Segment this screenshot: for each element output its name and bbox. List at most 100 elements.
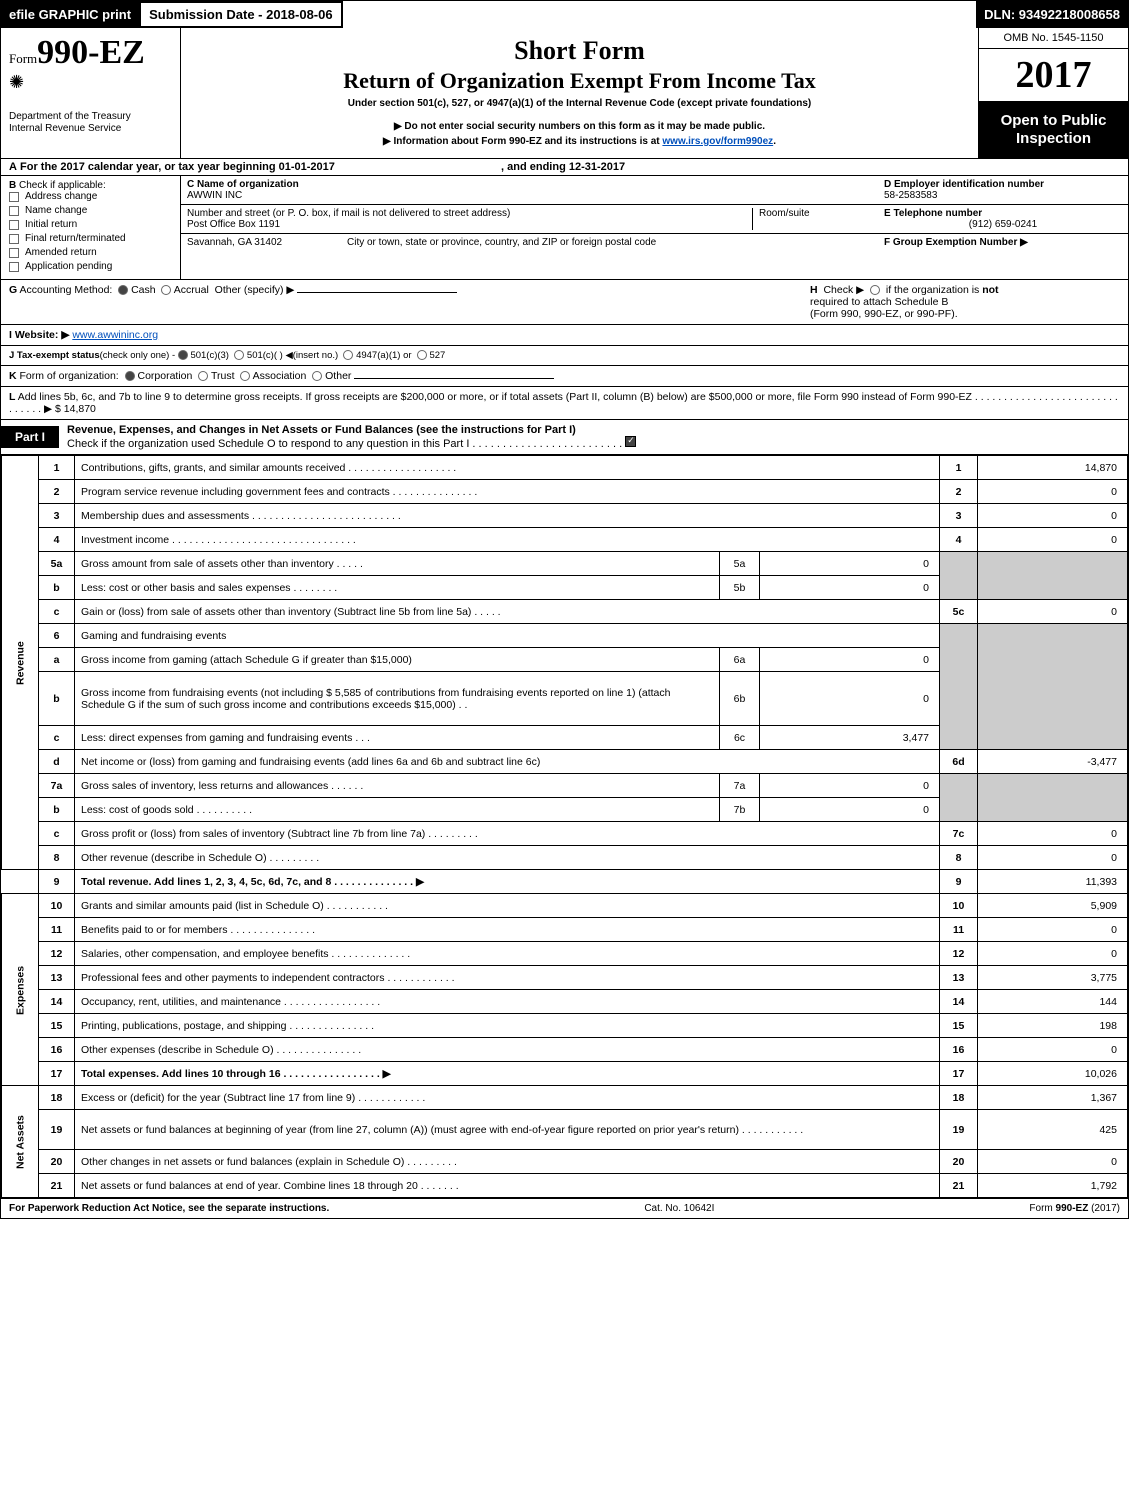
- row-num: 16: [39, 1038, 75, 1062]
- row-desc: Professional fees and other payments to …: [75, 966, 940, 990]
- title-area: Short Form Return of Organization Exempt…: [181, 28, 978, 158]
- dln-badge: DLN: 93492218008658: [976, 1, 1128, 28]
- row-val: 0: [978, 822, 1128, 846]
- submission-date: Submission Date - 2018-08-06: [139, 1, 343, 28]
- line-a: A For the 2017 calendar year, or tax yea…: [1, 159, 1128, 176]
- label-j: J Tax-exempt status: [9, 350, 100, 361]
- row-val: 10,026: [978, 1062, 1128, 1086]
- row-line: 2: [940, 480, 978, 504]
- radio-trust[interactable]: [198, 371, 208, 381]
- label-h: H: [810, 284, 818, 296]
- radio-h[interactable]: [870, 285, 880, 295]
- row-num: 3: [39, 504, 75, 528]
- inner-line: 5b: [720, 576, 760, 600]
- row-val: 5,909: [978, 894, 1128, 918]
- chk-address-change[interactable]: [9, 192, 19, 202]
- row-desc: Net assets or fund balances at end of ye…: [75, 1174, 940, 1198]
- part-1-table: Revenue 1 Contributions, gifts, grants, …: [1, 455, 1128, 1198]
- inner-val: 0: [760, 576, 940, 600]
- shade-cell: [940, 774, 978, 822]
- radio-501c3[interactable]: [178, 350, 188, 360]
- city-value: Savannah, GA 31402: [187, 237, 347, 248]
- row-line: 16: [940, 1038, 978, 1062]
- row-num: 6: [39, 624, 75, 648]
- row-num: a: [39, 648, 75, 672]
- row-num: 4: [39, 528, 75, 552]
- line-j: J Tax-exempt status(check only one) - 50…: [1, 346, 1128, 366]
- header: Form990-EZ ✺ Department of the Treasury …: [1, 28, 1128, 159]
- chk-initial-return[interactable]: [9, 220, 19, 230]
- row-num: 2: [39, 480, 75, 504]
- part-1-checkbox[interactable]: [625, 436, 636, 447]
- box-e-label: E Telephone number: [884, 208, 982, 219]
- note-info-prefix: ▶ Information about Form 990-EZ and its …: [383, 136, 662, 147]
- opt-k-0: Corporation: [138, 370, 193, 382]
- row-line: 18: [940, 1086, 978, 1110]
- line-gh: G Accounting Method: Cash Accrual Other …: [1, 280, 1128, 325]
- sidebar-expenses: Expenses: [2, 894, 39, 1086]
- line-j-text: (check only one) -: [100, 350, 178, 361]
- radio-other-org[interactable]: [312, 371, 322, 381]
- shade-cell: [940, 624, 978, 750]
- row-desc: Gaming and fundraising events: [75, 624, 940, 648]
- sidebar-netassets: Net Assets: [2, 1086, 39, 1198]
- radio-corp[interactable]: [125, 371, 135, 381]
- row-line: 11: [940, 918, 978, 942]
- chk-label-2: Initial return: [25, 219, 77, 230]
- row-desc: Other revenue (describe in Schedule O) .…: [75, 846, 940, 870]
- row-num: 17: [39, 1062, 75, 1086]
- top-bar: efile GRAPHIC print Submission Date - 20…: [1, 1, 1128, 28]
- radio-527[interactable]: [417, 350, 427, 360]
- form-number: 990-EZ: [37, 34, 145, 71]
- dept-line-1: Department of the Treasury: [9, 111, 172, 123]
- label-k: K: [9, 370, 17, 382]
- row-desc: Benefits paid to or for members . . . . …: [75, 918, 940, 942]
- inner-line: 6b: [720, 672, 760, 726]
- row-desc: Total revenue. Add lines 1, 2, 3, 4, 5c,…: [75, 870, 940, 894]
- radio-cash[interactable]: [118, 285, 128, 295]
- row-num: 1: [39, 456, 75, 480]
- line-h-not: not: [982, 284, 998, 296]
- row-num: 12: [39, 942, 75, 966]
- line-l: L Add lines 5b, 6c, and 7b to line 9 to …: [1, 387, 1128, 420]
- footer-right-b: 990-EZ: [1056, 1203, 1089, 1214]
- row-line: 20: [940, 1150, 978, 1174]
- row-desc: Gross income from fundraising events (no…: [75, 672, 720, 726]
- chk-name-change[interactable]: [9, 206, 19, 216]
- chk-amended-return[interactable]: [9, 248, 19, 258]
- row-desc: Gross income from gaming (attach Schedul…: [75, 648, 720, 672]
- room-label: Room/suite: [759, 208, 872, 219]
- row-val: 11,393: [978, 870, 1128, 894]
- row-line: 4: [940, 528, 978, 552]
- row-desc: Less: cost of goods sold . . . . . . . .…: [75, 798, 720, 822]
- radio-501c[interactable]: [234, 350, 244, 360]
- chk-application-pending[interactable]: [9, 262, 19, 272]
- footer-mid: Cat. No. 10642I: [644, 1203, 714, 1214]
- shade-cell: [978, 552, 1128, 600]
- row-line: 8: [940, 846, 978, 870]
- line-l-text: Add lines 5b, 6c, and 7b to line 9 to de…: [18, 391, 972, 403]
- row-desc: Net income or (loss) from gaming and fun…: [75, 750, 940, 774]
- row-val: 0: [978, 1150, 1128, 1174]
- info-link[interactable]: www.irs.gov/form990ez: [662, 136, 773, 147]
- radio-assoc[interactable]: [240, 371, 250, 381]
- radio-accrual[interactable]: [161, 285, 171, 295]
- row-line: 21: [940, 1174, 978, 1198]
- row-num: b: [39, 672, 75, 726]
- row-val: 0: [978, 480, 1128, 504]
- opt-other: Other (specify) ▶: [215, 284, 295, 296]
- row-val: 0: [978, 846, 1128, 870]
- website-link[interactable]: www.awwininc.org: [72, 329, 158, 341]
- label-i: I Website: ▶: [9, 329, 69, 341]
- row-desc-bold: Total revenue. Add lines 1, 2, 3, 4, 5c,…: [81, 876, 424, 888]
- row-line: 10: [940, 894, 978, 918]
- form-container: efile GRAPHIC print Submission Date - 20…: [0, 0, 1129, 1219]
- ein-value: 58-2583583: [884, 190, 937, 201]
- row-desc: Salaries, other compensation, and employ…: [75, 942, 940, 966]
- chk-final-return[interactable]: [9, 234, 19, 244]
- label-b: B: [9, 180, 16, 191]
- radio-4947[interactable]: [343, 350, 353, 360]
- footer-left: For Paperwork Reduction Act Notice, see …: [9, 1203, 329, 1214]
- chk-label-1: Name change: [25, 205, 87, 216]
- inner-line: 7a: [720, 774, 760, 798]
